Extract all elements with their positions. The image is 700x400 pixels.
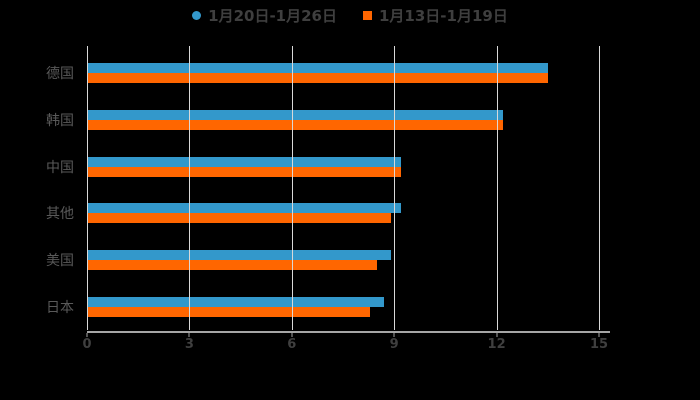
plot-area — [87, 46, 600, 330]
x-axis-tick-label: 12 — [487, 337, 506, 352]
legend-item-week-jan13-19[interactable]: 1月13日-1月19日 — [363, 5, 508, 26]
x-axis-tickmark — [86, 333, 88, 337]
gridline — [496, 46, 498, 330]
category-label: 美国 — [46, 253, 74, 270]
bar-group — [87, 237, 599, 284]
bar-group — [87, 190, 599, 237]
bar — [87, 250, 391, 261]
bar-group — [87, 143, 599, 190]
x-axis-tick-label: 9 — [389, 337, 399, 352]
gridline — [599, 46, 600, 330]
bar-rows — [87, 50, 599, 330]
bar — [87, 306, 371, 317]
bar — [87, 73, 548, 84]
gridline — [394, 46, 396, 330]
bar-group — [87, 283, 599, 330]
x-axis-tickmark — [188, 333, 190, 337]
legend-label-week-jan20-26: 1月20日-1月26日 — [208, 6, 337, 25]
bar — [87, 156, 402, 167]
category-label: 中国 — [46, 159, 74, 176]
x-axis-line — [87, 331, 610, 333]
category-label: 德国 — [46, 66, 74, 83]
bar — [87, 166, 402, 177]
legend-circle-marker-icon — [192, 10, 202, 20]
bar — [87, 110, 504, 120]
chart-legend: 1月20日-1月26日 1月13日-1月19日 — [0, 5, 700, 25]
bar-group — [87, 50, 599, 97]
legend-label-week-jan13-19: 1月13日-1月19日 — [379, 6, 508, 25]
x-axis-tick-label: 3 — [184, 337, 194, 352]
bar — [87, 120, 504, 130]
x-axis-tick-label: 15 — [589, 337, 609, 352]
bar-group — [87, 97, 599, 144]
bar — [87, 260, 378, 271]
legend-square-marker-icon — [363, 10, 372, 20]
bar — [87, 63, 548, 74]
gridline — [87, 46, 88, 330]
x-axis-tickmark — [393, 333, 395, 337]
x-axis-tickmark — [598, 333, 600, 337]
x-axis-ticks: 0 3 6 9 12 15 — [82, 333, 608, 357]
legend-item-week-jan20-26[interactable]: 1月20日-1月26日 — [192, 5, 337, 26]
gridline — [291, 46, 293, 330]
x-axis-tickmark — [291, 333, 293, 337]
bar — [87, 296, 384, 307]
x-axis-tickmark — [496, 333, 498, 337]
category-label: 韩国 — [46, 113, 74, 129]
bar — [87, 203, 402, 214]
x-axis-tick-label: 0 — [82, 337, 92, 352]
bar — [87, 213, 391, 224]
gridline — [189, 46, 191, 330]
category-label: 日本 — [46, 299, 74, 316]
y-axis-category-labels: 德国韩国中国其他美国日本 — [0, 50, 81, 330]
category-label: 其他 — [46, 206, 74, 223]
x-axis-tick-label: 6 — [287, 337, 297, 352]
